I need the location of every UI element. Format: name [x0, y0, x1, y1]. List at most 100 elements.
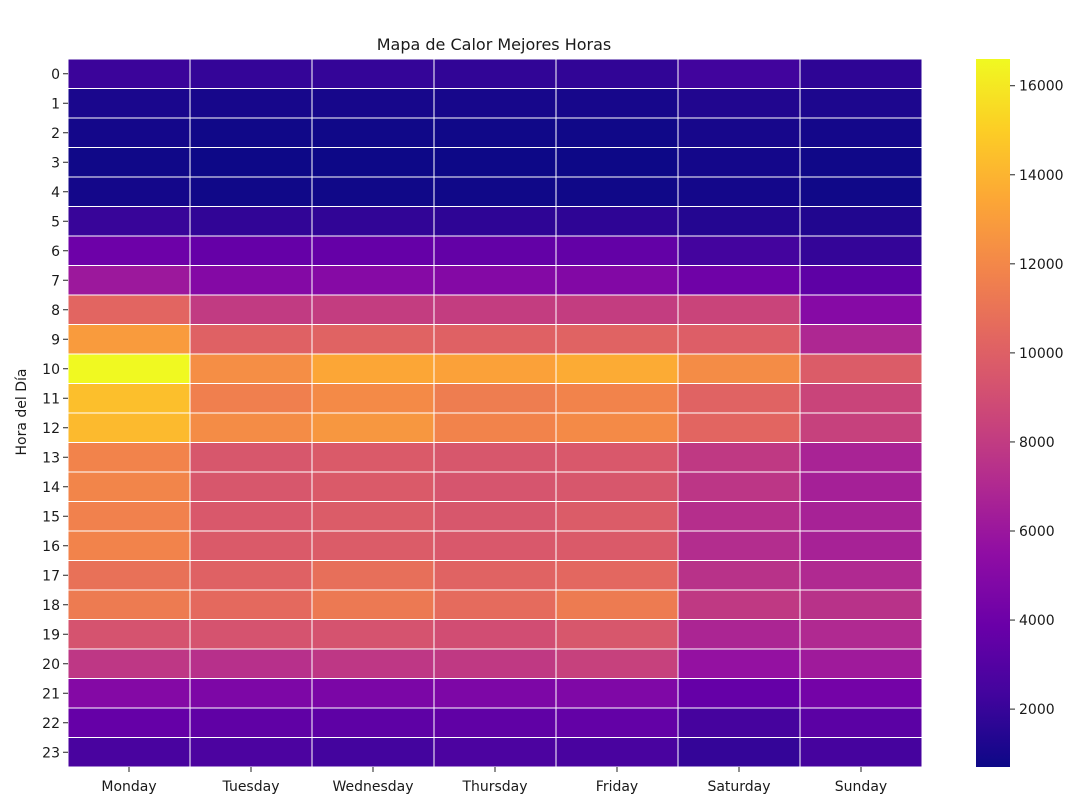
heatmap-cell [677, 294, 801, 325]
heatmap-cell [555, 471, 679, 502]
colorbar-tick-label: 10000 [1019, 346, 1064, 362]
heatmap-cell [677, 589, 801, 620]
heatmap-cell [189, 678, 313, 709]
y-axis-label: Hora del Día [14, 369, 30, 456]
heatmap-cell [433, 235, 557, 266]
heatmap-cell [311, 176, 435, 207]
heatmap-cell [189, 648, 313, 679]
heatmap-cell [67, 383, 191, 414]
heatmap-cell [311, 235, 435, 266]
heatmap-cell [433, 324, 557, 355]
heatmap-cell [799, 619, 923, 650]
y-tick-label: 9 [51, 332, 60, 348]
heatmap-cell [799, 235, 923, 266]
y-tick-label: 1 [51, 96, 60, 112]
heatmap-cell [799, 147, 923, 178]
heatmap-cell [67, 117, 191, 148]
heatmap-cell [799, 353, 923, 384]
heatmap-cell [311, 147, 435, 178]
heatmap-cell [189, 501, 313, 532]
heatmap-cell [67, 206, 191, 237]
heatmap-cell [433, 117, 557, 148]
x-tick-label: Sunday [835, 779, 887, 795]
heatmap-cell [189, 176, 313, 207]
y-tick-label: 17 [42, 568, 60, 584]
heatmap-cell [311, 471, 435, 502]
heatmap-cell [311, 648, 435, 679]
heatmap-cell [433, 147, 557, 178]
heatmap-cell [67, 560, 191, 591]
heatmap-cell [189, 442, 313, 473]
colorbar [976, 59, 1010, 767]
y-tick-label: 0 [51, 67, 60, 83]
heatmap-cell [799, 206, 923, 237]
heatmap-cell [311, 619, 435, 650]
heatmap-cell [311, 530, 435, 561]
heatmap-cell [677, 265, 801, 296]
y-tick-label: 7 [51, 273, 60, 289]
heatmap-cell [677, 678, 801, 709]
heatmap-cell [799, 412, 923, 443]
heatmap-cell [311, 265, 435, 296]
y-tick-label: 21 [42, 686, 60, 702]
heatmap-cell [433, 176, 557, 207]
heatmap-cell [555, 147, 679, 178]
heatmap-cell [677, 471, 801, 502]
heatmap-cell [189, 206, 313, 237]
heatmap-cell [67, 471, 191, 502]
heatmap-cell [799, 471, 923, 502]
heatmap-cell [677, 235, 801, 266]
y-tick-label: 11 [42, 391, 60, 407]
heatmap-cell [433, 353, 557, 384]
heatmap-cell [677, 147, 801, 178]
heatmap-cell [799, 737, 923, 768]
heatmap-cell [677, 530, 801, 561]
heatmap-cell [555, 353, 679, 384]
heatmap-cell [555, 412, 679, 443]
heatmap-cell [433, 206, 557, 237]
heatmap-cell [67, 412, 191, 443]
heatmap-cell [433, 265, 557, 296]
heatmap-cell [311, 294, 435, 325]
heatmap-cell [555, 294, 679, 325]
heatmap-cell [555, 206, 679, 237]
heatmap-cell [433, 589, 557, 620]
heatmap-cell [799, 560, 923, 591]
y-tick-label: 14 [42, 480, 60, 496]
heatmap-cell [433, 383, 557, 414]
heatmap-cell [311, 589, 435, 620]
heatmap-cell [799, 88, 923, 119]
heatmap-cell [799, 383, 923, 414]
heatmap-cell [311, 117, 435, 148]
colorbar-ticks: 2000 4000 6000 8000 10000 12000 14000 16000 [1010, 79, 1064, 718]
colorbar-tick-label: 6000 [1019, 524, 1055, 540]
heatmap-cell [799, 648, 923, 679]
heatmap-cell [677, 619, 801, 650]
heatmap-cell [67, 147, 191, 178]
heatmap-cell [67, 265, 191, 296]
colorbar-tick-label: 2000 [1019, 702, 1055, 718]
heatmap-cell [189, 471, 313, 502]
heatmap-cell [67, 58, 191, 89]
colorbar-tick-label: 4000 [1019, 613, 1055, 629]
y-tick-label: 16 [42, 539, 60, 555]
heatmap-cell [555, 442, 679, 473]
heatmap-cell [677, 206, 801, 237]
heatmap-cell [677, 412, 801, 443]
heatmap-cell [799, 117, 923, 148]
y-tick-label: 2 [51, 126, 60, 142]
heatmap-cell [799, 501, 923, 532]
heatmap-cell [555, 383, 679, 414]
heatmap-cell [67, 324, 191, 355]
y-tick-label: 3 [51, 155, 60, 171]
heatmap-cell [677, 176, 801, 207]
heatmap-cell [555, 619, 679, 650]
y-tick-label: 20 [42, 657, 60, 673]
heatmap-cell [799, 707, 923, 738]
heatmap-cell [555, 707, 679, 738]
heatmap-cell [433, 560, 557, 591]
colorbar-tick-label: 16000 [1019, 79, 1064, 95]
heatmap-cell [189, 353, 313, 384]
heatmap-cell [67, 235, 191, 266]
